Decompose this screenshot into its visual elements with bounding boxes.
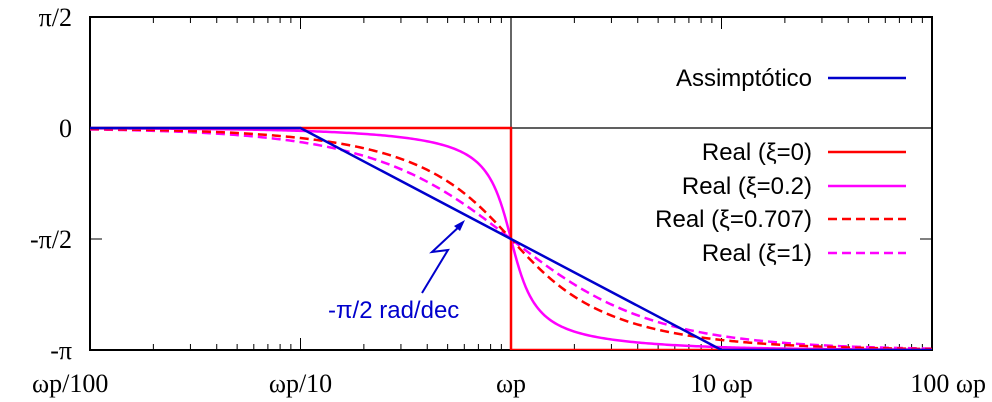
x-tick-label: 100 ωp bbox=[910, 369, 986, 398]
annotation-arrowhead bbox=[454, 220, 465, 231]
annotation-text: -π/2 rad/dec bbox=[328, 297, 459, 324]
annotation-arrow bbox=[421, 223, 463, 294]
y-tick-label: -π bbox=[50, 336, 72, 365]
x-tick-label: ωp/100 bbox=[32, 369, 108, 398]
legend-label-3: Real (ξ=0.707) bbox=[655, 206, 812, 233]
y-tick-label: -π/2 bbox=[30, 225, 72, 254]
legend-label-4: Real (ξ=1) bbox=[702, 240, 812, 267]
x-tick-label: ωp/10 bbox=[269, 369, 332, 398]
x-tick-label: 10 ωp bbox=[690, 369, 753, 398]
series-line-0 bbox=[90, 126, 932, 350]
x-tick-labels: ωp/100 ωp/10 ωp 10 ωp 100 ωp bbox=[32, 369, 986, 398]
legend: Assimptótico Real (ξ=0) Real (ξ=0.2) Real (… bbox=[655, 65, 906, 267]
legend-label-1: Real (ξ=0) bbox=[702, 139, 812, 166]
series-layer bbox=[90, 126, 932, 350]
y-tick-labels: π/2 0 -π/2 -π bbox=[30, 3, 72, 365]
series-line-4 bbox=[90, 128, 932, 350]
legend-label-2: Real (ξ=0.2) bbox=[682, 173, 812, 200]
x-tick-label: ωp bbox=[496, 369, 526, 398]
slope-annotation: -π/2 rad/dec bbox=[328, 220, 465, 324]
axis-ticks bbox=[89, 16, 932, 351]
y-tick-label: 0 bbox=[59, 114, 72, 143]
legend-label-0: Assimptótico bbox=[676, 65, 812, 92]
y-tick-label: π/2 bbox=[39, 3, 72, 32]
